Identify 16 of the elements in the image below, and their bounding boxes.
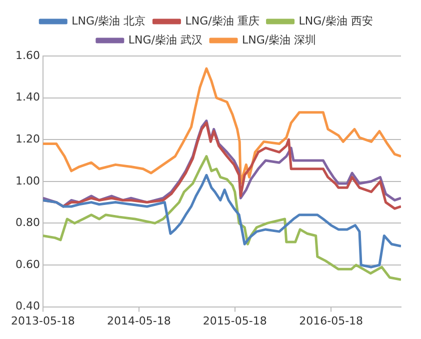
legend-label: LNG/柴油 西安: [298, 14, 373, 28]
x-tick-label: 2016-05-18: [299, 314, 364, 328]
legend-label: LNG/柴油 深圳: [242, 33, 316, 46]
x-tick-label: 2014-05-18: [106, 314, 171, 328]
y-tick-label: 1.40: [15, 90, 40, 104]
x-tick-label: 2013-05-18: [10, 314, 75, 328]
y-tick-label: 1.00: [15, 174, 40, 188]
legend-label: LNG/柴油 武汉: [128, 33, 203, 46]
legend-label: LNG/柴油 重庆: [185, 14, 260, 28]
y-tick-label: 0.80: [15, 216, 40, 230]
y-tick-label: 1.60: [15, 48, 40, 62]
y-tick-label: 1.20: [15, 132, 40, 146]
legend-label: LNG/柴油 北京: [72, 14, 146, 28]
y-tick-label: 0.40: [15, 300, 40, 313]
y-tick-label: 0.60: [15, 258, 40, 271]
x-tick-label: 2015-05-18: [202, 314, 267, 328]
